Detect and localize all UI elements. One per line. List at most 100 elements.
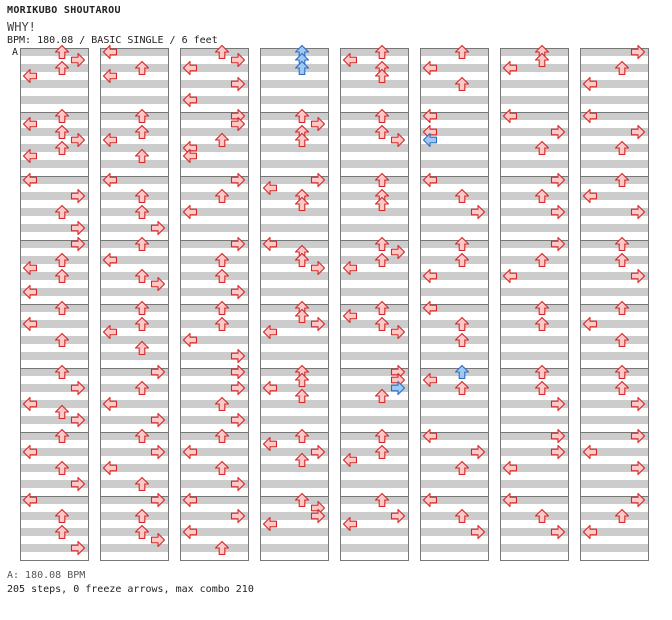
arrow-up-icon bbox=[614, 508, 630, 524]
arrow-right-icon bbox=[230, 380, 246, 396]
measure bbox=[420, 496, 489, 561]
arrow-up-icon bbox=[454, 332, 470, 348]
arrow-up-icon bbox=[454, 44, 470, 60]
measure bbox=[100, 432, 169, 497]
arrow-up-icon bbox=[454, 316, 470, 332]
arrow-left-icon bbox=[102, 252, 118, 268]
measure bbox=[500, 48, 569, 113]
arrow-left-icon bbox=[422, 132, 438, 148]
arrow-up-icon bbox=[134, 428, 150, 444]
arrow-up-icon bbox=[134, 524, 150, 540]
arrow-up-icon bbox=[134, 124, 150, 140]
arrow-right-icon bbox=[550, 396, 566, 412]
arrow-up-icon bbox=[534, 380, 550, 396]
arrow-left-icon bbox=[22, 68, 38, 84]
arrow-up-icon bbox=[134, 60, 150, 76]
arrow-right-icon bbox=[630, 428, 646, 444]
arrow-up-icon bbox=[294, 252, 310, 268]
measure bbox=[420, 368, 489, 433]
arrow-left-icon bbox=[422, 492, 438, 508]
arrow-up-icon bbox=[454, 76, 470, 92]
arrow-up-icon bbox=[214, 132, 230, 148]
measure bbox=[580, 368, 649, 433]
measure bbox=[100, 496, 169, 561]
arrow-left-icon bbox=[502, 492, 518, 508]
arrow-up-icon bbox=[54, 252, 70, 268]
arrow-up-icon bbox=[54, 524, 70, 540]
arrow-up-icon bbox=[374, 172, 390, 188]
arrow-up-icon bbox=[454, 380, 470, 396]
arrow-left-icon bbox=[342, 260, 358, 276]
arrow-left-icon bbox=[22, 444, 38, 460]
arrow-left-icon bbox=[422, 428, 438, 444]
arrow-right-icon bbox=[630, 460, 646, 476]
arrow-right-icon bbox=[230, 348, 246, 364]
arrow-up-icon bbox=[134, 508, 150, 524]
arrow-left-icon bbox=[182, 444, 198, 460]
arrow-up-icon bbox=[534, 252, 550, 268]
arrow-up-icon bbox=[134, 204, 150, 220]
measure bbox=[260, 432, 329, 497]
arrow-up-icon bbox=[134, 188, 150, 204]
arrow-right-icon bbox=[230, 364, 246, 380]
arrow-left-icon bbox=[342, 516, 358, 532]
measure bbox=[260, 368, 329, 433]
arrow-right-icon bbox=[630, 268, 646, 284]
measure bbox=[20, 368, 89, 433]
section-marker: A bbox=[12, 47, 19, 58]
arrow-left-icon bbox=[182, 524, 198, 540]
arrow-left-icon bbox=[22, 148, 38, 164]
arrow-right-icon bbox=[470, 204, 486, 220]
arrow-right-icon bbox=[470, 524, 486, 540]
arrow-left-icon bbox=[422, 60, 438, 76]
arrow-right-icon bbox=[550, 124, 566, 140]
arrow-up-icon bbox=[374, 492, 390, 508]
arrow-right-icon bbox=[150, 276, 166, 292]
arrow-up-icon bbox=[54, 204, 70, 220]
arrow-up-icon bbox=[374, 108, 390, 124]
arrow-right-icon bbox=[230, 172, 246, 188]
arrow-up-icon bbox=[54, 364, 70, 380]
arrow-left-icon bbox=[102, 68, 118, 84]
arrow-right-icon bbox=[70, 540, 86, 556]
arrow-up-icon bbox=[534, 316, 550, 332]
measure bbox=[500, 304, 569, 369]
arrow-up-icon bbox=[294, 452, 310, 468]
arrow-up-icon bbox=[294, 308, 310, 324]
arrow-right-icon bbox=[70, 52, 86, 68]
arrow-up-icon bbox=[294, 108, 310, 124]
arrow-right-icon bbox=[230, 508, 246, 524]
arrow-right-icon bbox=[630, 396, 646, 412]
arrow-left-icon bbox=[582, 108, 598, 124]
measure bbox=[260, 496, 329, 561]
arrow-up-icon bbox=[534, 508, 550, 524]
arrow-right-icon bbox=[150, 532, 166, 548]
chart-info: BPM: 180.08 / BASIC SINGLE / 6 feet bbox=[7, 35, 218, 46]
arrow-up-icon bbox=[54, 60, 70, 76]
artist-name: MORIKUBO SHOUTAROU bbox=[7, 5, 121, 16]
arrow-up-icon bbox=[534, 364, 550, 380]
measure bbox=[20, 432, 89, 497]
arrow-left-icon bbox=[582, 316, 598, 332]
measure bbox=[20, 496, 89, 561]
song-title: WHY! bbox=[7, 20, 36, 34]
arrow-up-icon bbox=[374, 196, 390, 212]
arrow-up-icon bbox=[374, 252, 390, 268]
arrow-left-icon bbox=[102, 460, 118, 476]
arrow-left-icon bbox=[182, 92, 198, 108]
measure bbox=[340, 368, 409, 433]
arrow-right-icon bbox=[550, 204, 566, 220]
measure bbox=[100, 304, 169, 369]
arrow-up-icon bbox=[374, 68, 390, 84]
arrow-left-icon bbox=[102, 396, 118, 412]
arrow-right-icon bbox=[550, 172, 566, 188]
arrow-up-icon bbox=[54, 140, 70, 156]
arrow-up-icon bbox=[134, 380, 150, 396]
arrow-up-icon bbox=[134, 236, 150, 252]
measure bbox=[500, 368, 569, 433]
arrow-right-icon bbox=[150, 492, 166, 508]
arrow-up-icon bbox=[54, 44, 70, 60]
arrow-left-icon bbox=[262, 436, 278, 452]
arrow-up-icon bbox=[454, 252, 470, 268]
